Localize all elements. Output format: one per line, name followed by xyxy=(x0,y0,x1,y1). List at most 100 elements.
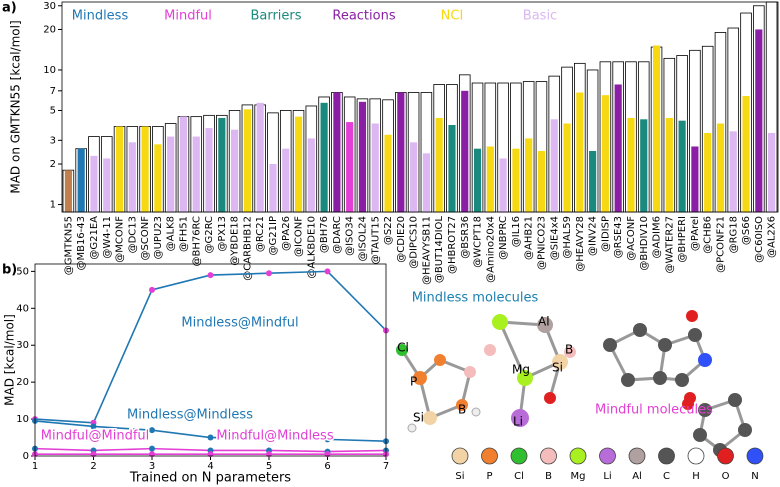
x-tick-label: @S22 xyxy=(383,216,394,245)
mindful-title: Mindful molecules xyxy=(595,403,713,418)
x-tick-label: @UPU23 xyxy=(153,216,164,259)
subset-bar xyxy=(358,101,367,212)
atom-label: B xyxy=(458,403,466,417)
x-tick-label: 7 xyxy=(383,461,389,472)
subset-bar xyxy=(256,102,264,212)
atom-legend-label: B xyxy=(545,471,552,482)
x-tick-label: @HBROT27 xyxy=(447,216,458,274)
x-tick-label: @ACONF xyxy=(626,216,637,261)
x-tick-label: @MB16-43 xyxy=(76,216,87,271)
subset-bar xyxy=(601,95,609,212)
subset-bar xyxy=(320,102,328,212)
atom-legend-label: Cl xyxy=(514,471,524,482)
atom-label: B xyxy=(565,343,573,357)
x-tick-label: @SIE4x4 xyxy=(549,216,560,260)
y-tick-label: 10 xyxy=(43,65,56,76)
x-tick-label: @WATER27 xyxy=(664,216,675,274)
y-tick-label: 3 xyxy=(50,135,56,146)
x-tick-label: @G21EA xyxy=(89,216,100,260)
y-tick-label: 7 xyxy=(50,86,56,97)
atom-label: Mg xyxy=(512,363,530,377)
x-tick-label: @NBPRC xyxy=(498,216,509,260)
subset-bar xyxy=(141,126,149,212)
x-tick-label: @PArel xyxy=(690,216,701,251)
atom-legend-label: P xyxy=(486,471,492,482)
x-tick-label: 3 xyxy=(149,461,155,472)
y-tick-label: 10 xyxy=(16,414,29,425)
subset-bar xyxy=(678,120,686,212)
y-tick-label: 40 xyxy=(16,303,29,314)
x-tick-label: @ALKBDE10 xyxy=(306,216,317,279)
plot-frame xyxy=(34,263,387,457)
subset-bar xyxy=(435,117,443,212)
x-tick-label: @BH76 xyxy=(319,216,330,253)
subset-bar xyxy=(755,29,763,212)
subset-bar xyxy=(231,129,239,212)
data-point xyxy=(266,434,272,441)
atom-legend-label: C xyxy=(663,471,670,482)
subset-bar xyxy=(768,133,776,212)
atom-swatch xyxy=(658,447,675,465)
x-tick-label: @RSE43 xyxy=(613,216,624,258)
subset-bar xyxy=(614,84,622,212)
subset-bar xyxy=(269,164,277,212)
x-tick-label: 6 xyxy=(324,461,330,472)
subset-bar xyxy=(550,119,558,212)
subset-bar xyxy=(537,150,546,212)
subset-bar xyxy=(640,119,648,212)
legend-entry: Basic xyxy=(523,9,557,24)
subset-bar xyxy=(64,170,72,212)
data-point xyxy=(207,272,214,279)
subset-bar xyxy=(563,123,571,212)
subset-bar xyxy=(461,90,469,212)
molecule-drawings xyxy=(396,310,752,457)
atom-swatch xyxy=(717,447,734,465)
series-label: Mindless@Mindless xyxy=(127,408,253,423)
legend-entry: Mindless xyxy=(72,9,129,24)
x-tick-label: @PCONF21 xyxy=(715,216,726,273)
data-point xyxy=(207,434,214,441)
subset-bar xyxy=(128,142,136,212)
subset-bar xyxy=(704,133,712,212)
x-tick-label: @AHB21 xyxy=(524,216,535,260)
subset-bar xyxy=(729,131,737,212)
x-tick-label: @ICONF xyxy=(294,216,305,257)
x-tick-label: @G21IP xyxy=(268,216,279,255)
x-tick-label: @GMTKN55 xyxy=(63,216,74,275)
atom-legend-label: N xyxy=(751,471,758,482)
y-tick-label: 50 xyxy=(16,266,29,277)
atom-legend-label: Mg xyxy=(571,471,586,482)
atom-swatch xyxy=(451,447,469,465)
subset-bar xyxy=(473,148,482,212)
data-point xyxy=(324,268,331,275)
x-tick-label: @INV24 xyxy=(588,216,599,256)
x-tick-label: @CDIE20 xyxy=(396,216,407,263)
subset-bar xyxy=(103,158,111,212)
atom-swatch xyxy=(540,447,557,465)
subset-bar xyxy=(716,123,725,212)
x-tick-label: @ADIM6 xyxy=(652,216,663,258)
y-tick-label: 20 xyxy=(16,377,29,388)
subset-bar xyxy=(167,136,175,212)
atom-swatch xyxy=(746,447,764,465)
x-tick-label: @BH76RC xyxy=(191,216,202,267)
x-tick-label: @CARBHB12 xyxy=(242,216,253,281)
subset-bar xyxy=(410,142,418,212)
subset-bar xyxy=(307,138,315,212)
x-tick-label: @BHPERI xyxy=(677,216,688,263)
y-tick-label: 30 xyxy=(16,340,29,351)
x-tick-label: @FH51 xyxy=(178,216,189,252)
atom-swatch xyxy=(599,447,616,465)
x-tick-label: @HAL59 xyxy=(562,216,573,259)
atom-label: Li xyxy=(513,415,523,429)
x-tick-label: @BUT14DIOL xyxy=(434,216,445,284)
x-tick-label: @HEAVY28 xyxy=(575,216,586,272)
subset-bar xyxy=(115,126,124,212)
subset-bar xyxy=(218,117,226,212)
plot-frame xyxy=(61,1,779,213)
subset-bar xyxy=(742,96,750,212)
subset-bar xyxy=(77,148,85,212)
data-point xyxy=(149,427,155,434)
x-tick-label: @DARC xyxy=(332,216,343,254)
legend-entry: NCI xyxy=(441,9,464,24)
